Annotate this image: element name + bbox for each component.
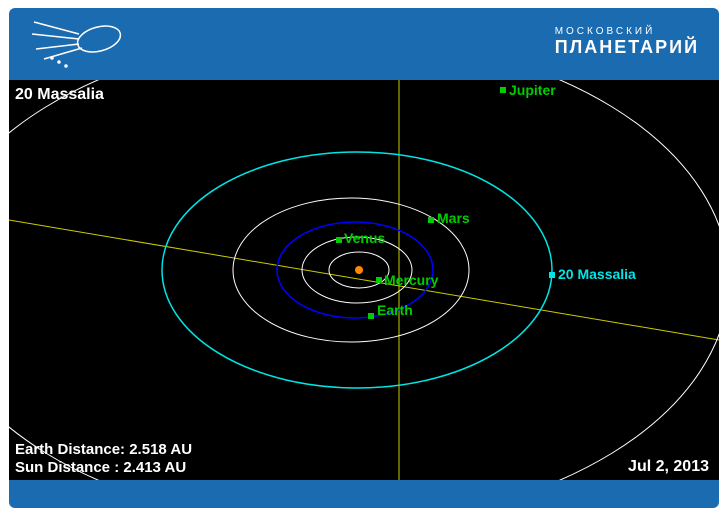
brand-line2: ПЛАНЕТАРИЙ: [555, 37, 699, 58]
body-marker-earth: [368, 313, 374, 319]
header-bar: МОСКОВСКИЙ ПЛАНЕТАРИЙ: [9, 8, 719, 80]
body-label-mars: Mars: [437, 210, 470, 226]
earth-distance: Earth Distance: 2.518 AU: [15, 441, 192, 458]
diagram-date: Jul 2, 2013: [628, 458, 709, 476]
body-marker-venus: [336, 237, 342, 243]
body-marker-mars: [428, 217, 434, 223]
body-label-venus: Venus: [344, 230, 385, 246]
asteroid-title: 20 Massalia: [15, 86, 104, 104]
sun-marker: [355, 266, 363, 274]
body-label-mercury: Mercury: [384, 272, 438, 288]
orbit-diagram: 20 Massalia Mercury Venus Earth Mars Jupiter…: [9, 80, 719, 480]
body-label-massalia: 20 Massalia: [558, 266, 636, 282]
comet-logo: [24, 14, 134, 79]
footer-bar: [9, 480, 719, 508]
body-marker-mercury: [376, 277, 382, 283]
brand-line1: МОСКОВСКИЙ: [555, 26, 699, 37]
body-marker-jupiter: [500, 87, 506, 93]
body-label-jupiter: Jupiter: [509, 82, 556, 98]
body-label-earth: Earth: [377, 302, 413, 318]
body-marker-massalia: [549, 272, 555, 278]
brand-text: МОСКОВСКИЙ ПЛАНЕТАРИЙ: [555, 26, 699, 58]
sun-distance: Sun Distance : 2.413 AU: [15, 459, 186, 476]
